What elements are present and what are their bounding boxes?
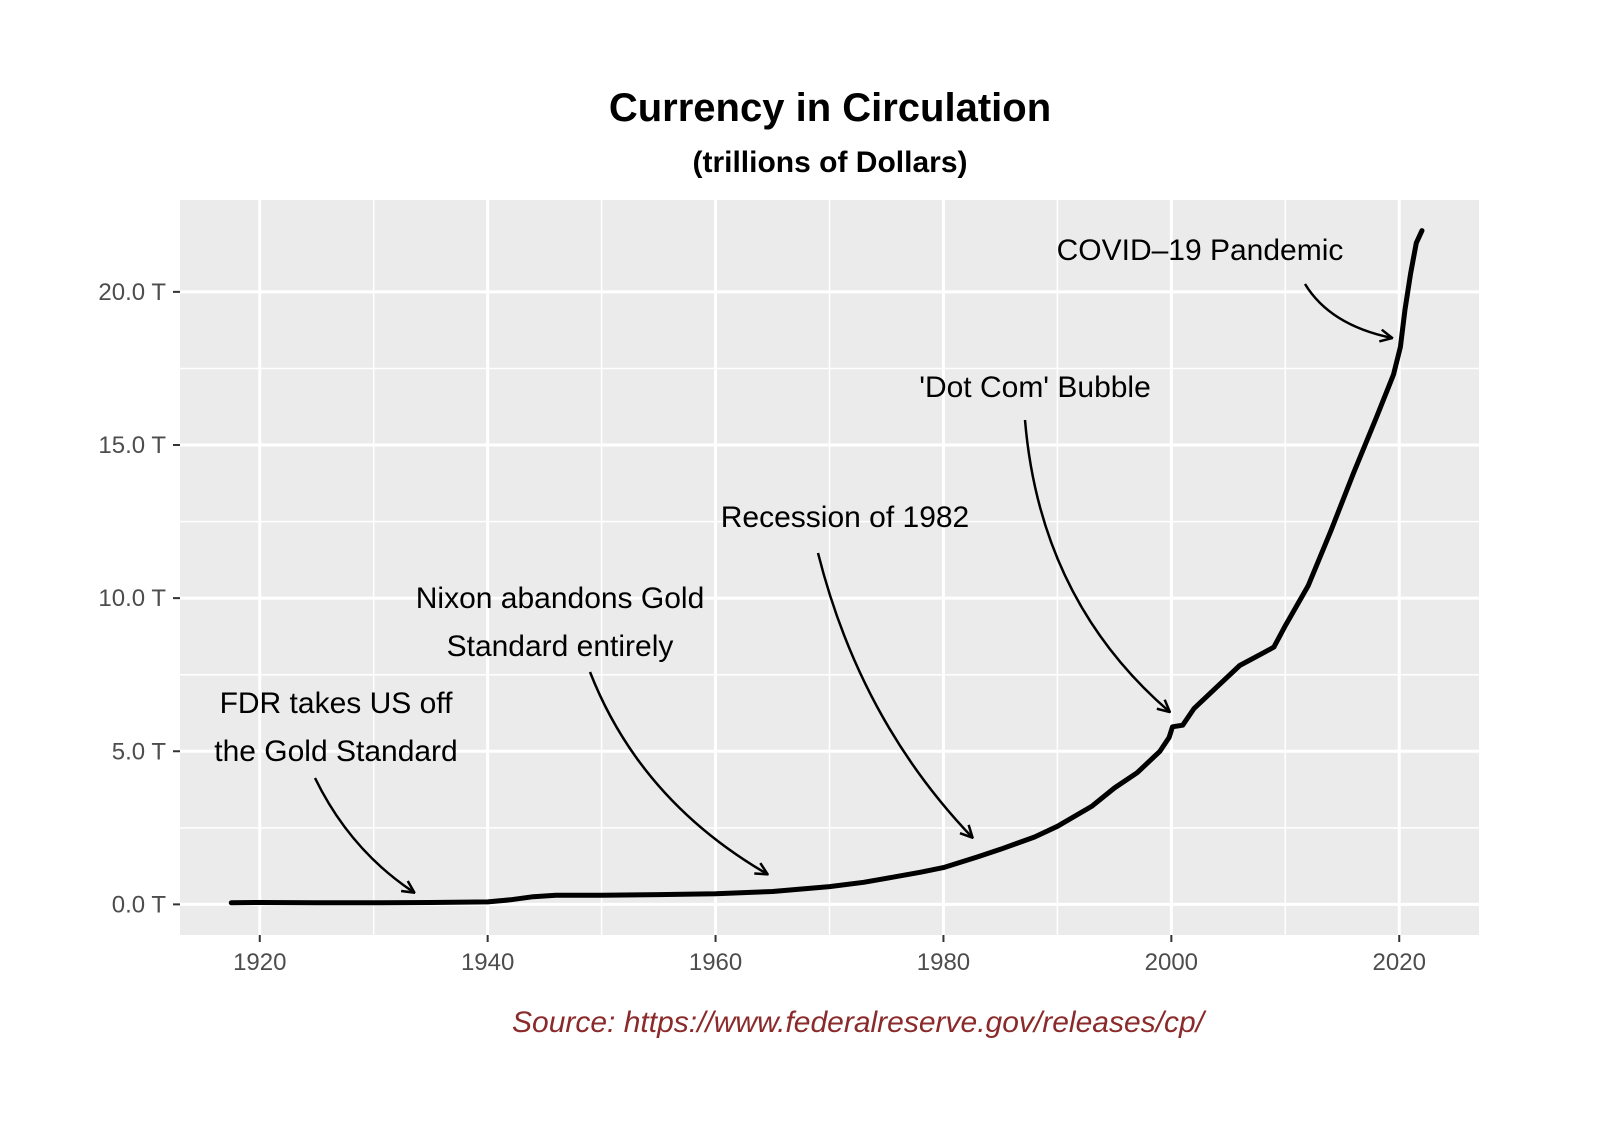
x-tick-label: 2020 <box>1373 949 1426 976</box>
annotation-label: 'Dot Com' Bubble <box>919 371 1151 404</box>
annotation-label: FDR takes US off <box>220 687 454 720</box>
chart-title: Currency in Circulation <box>608 86 1052 130</box>
chart-subtitle: (trillions of Dollars) <box>692 146 968 179</box>
annotation-label: Nixon abandons Gold <box>416 582 705 615</box>
annotation-arrow <box>1023 419 1169 711</box>
annotation-arrow <box>816 552 972 837</box>
x-tick-label: 1920 <box>233 949 286 976</box>
x-tick-label: 2000 <box>1145 949 1198 976</box>
annotation-label: Recession of 1982 <box>721 501 970 534</box>
y-tick-label: 15.0 T <box>98 432 166 459</box>
y-tick-label: 20.0 T <box>98 279 166 306</box>
y-tick-label: 5.0 T <box>112 738 167 765</box>
source-note: Source: https://www.federalreserve.gov/r… <box>512 1006 1204 1039</box>
x-tick-label: 1960 <box>689 949 742 976</box>
annotation-label: Standard entirely <box>447 630 674 663</box>
annotation-arrow <box>1303 283 1391 338</box>
x-tick-label: 1980 <box>917 949 970 976</box>
x-tick-label: 1940 <box>461 949 514 976</box>
y-tick-label: 10.0 T <box>98 585 166 612</box>
annotation-layer: FDR takes US off the Gold Standard Nixon a… <box>214 234 1391 892</box>
axis-layer: 1920 1940 1960 1980 2000 2020 0.0 T 5.0 T 10.0 T… <box>98 279 1426 976</box>
line-layer <box>228 228 1425 906</box>
annotation-label: the Gold Standard <box>214 735 458 768</box>
annotation-label: COVID–19 Pandemic <box>1057 234 1344 267</box>
annotation-arrow <box>588 671 767 874</box>
annotation-arrow <box>313 777 414 892</box>
y-tick-label: 0.0 T <box>112 891 167 918</box>
grid-layer <box>180 200 1479 935</box>
series-line <box>228 228 1425 906</box>
